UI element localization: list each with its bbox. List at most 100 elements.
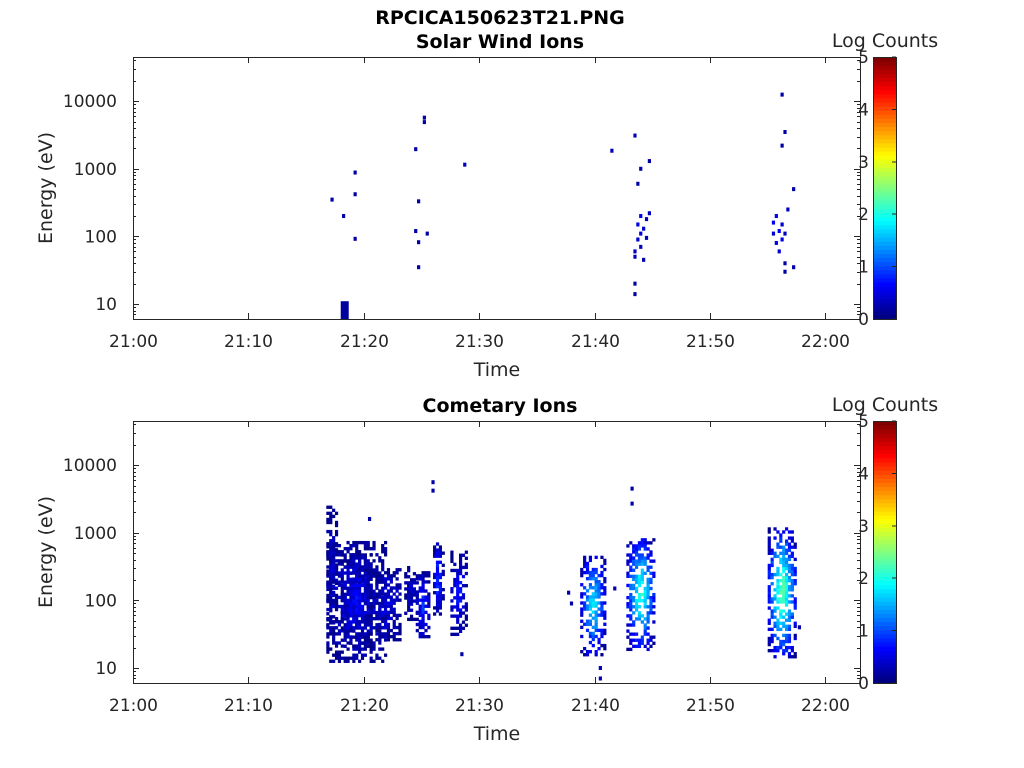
spectrogram-cell [334,566,339,570]
spectrogram-cell [375,598,379,603]
spectrogram-cell [774,240,778,245]
x-axis-ticks: 21:00 21:10 21:20 21:30 21:40 21:50 22:00 [109,421,850,716]
spectrogram-cell [332,599,336,604]
colorbar-segment [873,110,896,115]
spectrogram-cell [456,626,460,630]
spectrogram-cell [594,653,598,657]
spectrogram-cell [629,647,633,652]
spectrogram-cell [782,588,786,592]
spectrogram-cell [386,595,391,599]
spectrogram-cell [646,632,650,636]
spectrogram-cell [787,609,792,613]
spectrogram-cell [349,620,353,624]
spectrogram-cell [461,596,466,600]
colorbar-segment [873,466,896,471]
spectrogram-cell [464,614,468,618]
spectrogram-cell [349,547,353,551]
spectrogram-cell [332,604,336,609]
spectrogram-cell [343,638,347,642]
spectrogram-cell [779,645,783,650]
spectrogram-cell [600,555,604,560]
spectrogram-cell [787,633,792,638]
spectrogram-cell [358,632,362,636]
spectrogram-cell [435,560,440,564]
spectrogram-cell [415,622,419,627]
spectrogram-cell [383,632,388,636]
spectrogram-cell [438,612,442,616]
spectrogram-cell [787,545,792,549]
spectrogram-cell [332,621,336,625]
spectrogram-cell [435,554,440,558]
spectrogram-cell [424,622,428,627]
spectrogram-cell [588,631,593,636]
spectrogram-cell [355,550,359,554]
spectrogram-cell [435,578,440,583]
spectrogram-cell [332,514,336,519]
spectrogram-cell [626,635,630,639]
spectrogram-cell [787,600,792,604]
spectrogram-cell [389,580,393,584]
spectrogram-cell [329,517,333,522]
spectrogram-cell [332,659,336,663]
spectrogram-cell [782,551,786,555]
spectrogram-cell [329,505,333,509]
colorbar-frame [873,421,897,684]
spectrogram-cell [337,656,342,660]
spectrogram-cell [597,573,601,578]
colorbar-segment [873,584,896,590]
spectrogram-cell [458,599,463,603]
spectrogram-cell [421,595,425,599]
spectrogram-cell [629,623,633,627]
spectrogram-cell [591,625,595,630]
spectrogram-cell [343,583,347,588]
spectrogram-cell [375,610,379,615]
spectrogram-cell [352,580,356,585]
spectrogram-cell [770,560,774,565]
spectrogram-cell [634,547,639,551]
spectrogram-cell [643,605,647,609]
spectrogram-cell [409,584,414,588]
spectrogram-cell [407,596,411,600]
spectrogram-cell [585,619,590,623]
spectrogram-cell [591,586,595,590]
spectrogram-cell [784,557,789,562]
spectrogram-cell [792,187,796,192]
spectrogram-cell [346,659,350,663]
spectrogram-cell [383,577,388,581]
spectrogram-cell [649,550,653,554]
spectrogram-cell [366,611,370,615]
spectrogram-cell [332,572,336,576]
colorbar-segment [873,249,896,254]
spectrogram-cell [583,561,587,566]
spectrogram-cell [421,598,425,602]
spectrogram-cell [425,231,429,236]
colorbar-segment [873,294,896,300]
spectrogram-cell [326,505,330,509]
spectrogram-cell [649,644,653,648]
spectrogram-cell [790,579,794,583]
spectrogram-cell [646,611,650,615]
spectrogram-cell [329,539,333,543]
spectrogram-cell [776,621,780,625]
spectrogram-cell [363,589,367,594]
spectrogram-cell [358,608,362,612]
spectrogram-cell [415,581,419,585]
spectrogram-cell [326,520,330,525]
spectrogram-cell [597,628,601,633]
spectrogram-cell [640,577,644,582]
spectrogram-cell [427,616,431,621]
spectrogram-cell [349,598,353,603]
spectrogram-cell [366,565,370,569]
spectrogram-cell [358,641,362,645]
spectrogram-cell [779,642,783,647]
spectrogram-cell [458,614,463,618]
spectrogram-cell [782,609,786,613]
spectrogram-cell [355,577,359,581]
spectrogram-cell [770,639,774,644]
spectrogram-cell [767,588,771,592]
spectrogram-cell [343,635,347,639]
spectrogram-cell [329,548,333,552]
spectrogram-cell [588,613,593,617]
spectrogram-cell [343,580,347,585]
